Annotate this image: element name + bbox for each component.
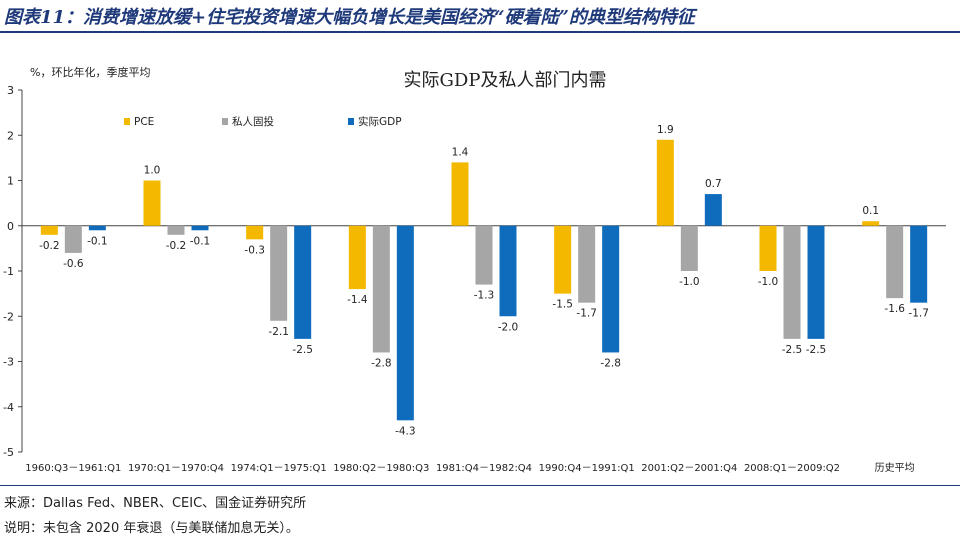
y-tick-label: -4 — [3, 401, 14, 414]
y-tick-label: 0 — [7, 220, 14, 233]
bar-私人固投 — [64, 225, 82, 253]
bar-实际GDP — [88, 225, 106, 231]
bar-PCE — [862, 221, 880, 226]
x-tick-label: 历史平均 — [875, 462, 915, 474]
x-tick-label: 1970:Q1－1970:Q4 — [128, 463, 224, 474]
legend-swatch-私人固投 — [222, 118, 228, 125]
data-label: -1.0 — [679, 276, 700, 288]
bar-PCE — [246, 225, 264, 240]
data-label: -2.1 — [268, 326, 289, 338]
data-label: -1.7 — [576, 308, 597, 320]
data-label: -0.1 — [190, 235, 211, 247]
bar-实际GDP — [807, 225, 825, 339]
bar-PCE — [656, 139, 674, 226]
y-tick-label: 2 — [7, 129, 14, 142]
data-label: -1.0 — [758, 276, 779, 288]
data-label: -1.4 — [347, 294, 368, 306]
legend-swatch-PCE — [124, 118, 130, 125]
y-tick-label: -3 — [3, 356, 14, 369]
bar-chart: 实际GDP及私人部门内需 %，环比年化，季度平均 3 2 1 0 -1 -2 -3 -4 -5 -0.… — [3, 65, 946, 474]
data-label: -2.0 — [498, 321, 519, 333]
bar-实际GDP — [910, 225, 928, 303]
source-note: 来源：Dallas Fed、NBER、CEIC、国金证券研究所 — [4, 496, 307, 511]
unit-label: %，环比年化，季度平均 — [30, 65, 150, 79]
data-label: -0.2 — [166, 240, 187, 252]
data-label: -1.3 — [474, 290, 495, 302]
data-label: 1.9 — [657, 124, 674, 136]
data-label: -0.3 — [244, 244, 265, 256]
bar-实际GDP — [602, 225, 620, 353]
y-tick-label: -2 — [3, 310, 14, 323]
data-label: -0.6 — [63, 258, 84, 270]
x-tick-label: 1981:Q4－1982:Q4 — [436, 463, 532, 474]
legend-label: 私人固投 — [232, 115, 274, 128]
bar-实际GDP — [396, 225, 414, 421]
data-label: -1.5 — [552, 299, 573, 311]
bar-私人固投 — [886, 225, 904, 299]
data-label: 1.4 — [452, 146, 469, 158]
data-label: -4.3 — [395, 425, 416, 437]
x-tick-label: 1974:Q1－1975:Q1 — [231, 463, 327, 474]
y-tick-label: -1 — [3, 265, 14, 278]
legend-label: PCE — [134, 116, 154, 128]
x-tick-label: 1990:Q4－1991:Q1 — [539, 463, 635, 474]
footnote: 说明：未包含 2020 年衰退（与美联储加息无关）。 — [4, 521, 299, 536]
bar-PCE — [759, 225, 777, 271]
figure-title: 图表11：消费增速放缓+住宅投资增速大幅负增长是美国经济“硬着陆”的典型结构特征 — [4, 7, 695, 28]
bar-PCE — [554, 225, 572, 294]
legend-swatch-实际GDP — [348, 118, 354, 125]
y-tick-label: -5 — [3, 446, 14, 459]
bar-PCE — [348, 225, 366, 290]
data-label: -2.5 — [806, 344, 827, 356]
data-label: -0.1 — [87, 235, 108, 247]
bottom-rule — [0, 485, 960, 486]
bar-私人固投 — [783, 225, 801, 339]
title-rule — [0, 31, 960, 33]
data-label: -2.5 — [782, 344, 803, 356]
x-tick-label: 2008:Q1－2009:Q2 — [744, 463, 840, 474]
bar-私人固投 — [475, 225, 493, 285]
bar-实际GDP — [704, 194, 722, 226]
y-tick-label: 1 — [7, 175, 14, 188]
y-tick-label: 3 — [7, 84, 14, 97]
data-label: -2.8 — [600, 357, 621, 369]
data-label: -0.2 — [39, 240, 60, 252]
data-label: 0.1 — [862, 205, 879, 217]
data-label: -1.6 — [884, 303, 905, 315]
bar-私人固投 — [167, 225, 185, 235]
bar-实际GDP — [294, 225, 312, 339]
bar-私人固投 — [270, 225, 288, 321]
bar-实际GDP — [499, 225, 517, 317]
bar-私人固投 — [578, 225, 596, 303]
bar-实际GDP — [191, 225, 209, 231]
data-label: 1.0 — [144, 165, 161, 177]
data-label: 0.7 — [705, 178, 722, 190]
legend-label: 实际GDP — [358, 115, 402, 128]
x-tick-label: 1960:Q3－1961:Q1 — [25, 463, 121, 474]
data-label: -2.8 — [371, 357, 392, 369]
data-label: -1.7 — [908, 308, 929, 320]
data-label: -2.5 — [292, 344, 313, 356]
x-tick-label: 1980:Q2－1980:Q3 — [333, 463, 429, 474]
bar-私人固投 — [680, 225, 698, 271]
bar-PCE — [451, 162, 469, 226]
x-tick-label: 2001:Q2－2001:Q4 — [641, 463, 737, 474]
bar-PCE — [143, 180, 161, 226]
bar-PCE — [40, 225, 58, 235]
bar-私人固投 — [372, 225, 390, 353]
chart-title: 实际GDP及私人部门内需 — [404, 70, 607, 91]
